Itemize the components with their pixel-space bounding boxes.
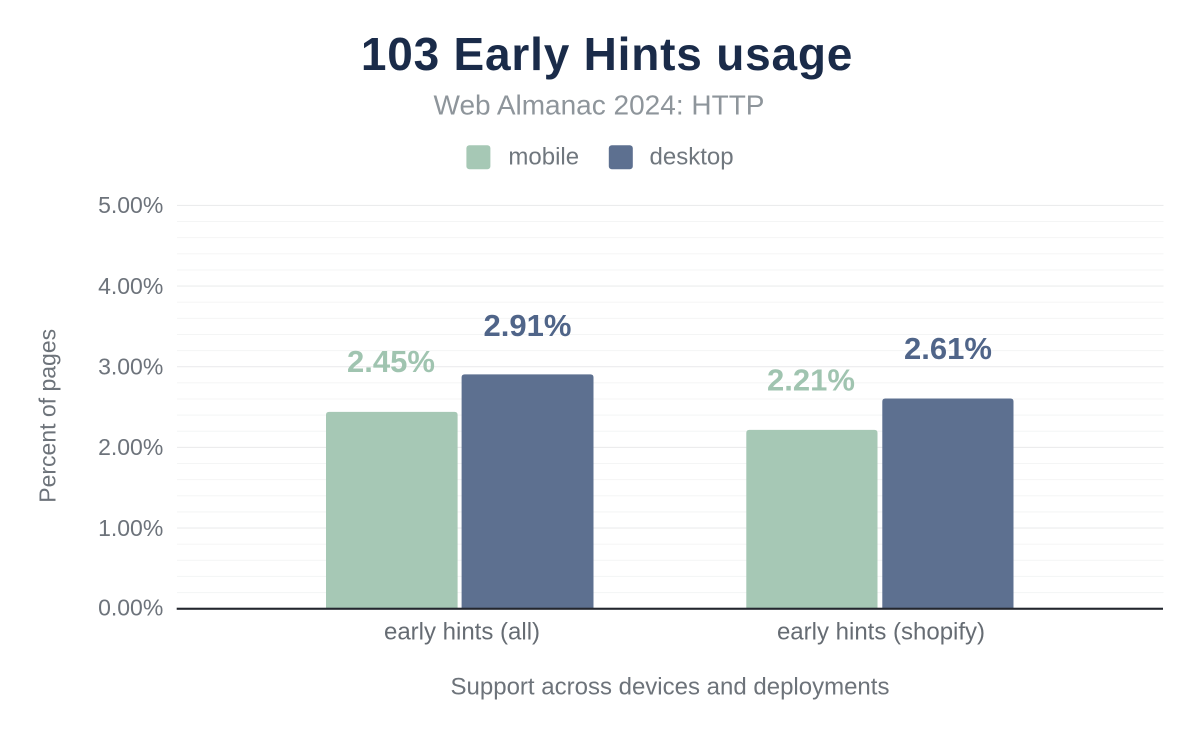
svg-text:early hints (all): early hints (all) — [384, 619, 540, 646]
svg-text:Web Almanac 2024: HTTP: Web Almanac 2024: HTTP — [434, 89, 765, 120]
svg-text:early hints (shopify): early hints (shopify) — [777, 619, 985, 646]
svg-text:2.91%: 2.91% — [484, 308, 572, 343]
svg-text:Percent of pages: Percent of pages — [35, 329, 61, 503]
svg-text:4.00%: 4.00% — [98, 273, 163, 299]
svg-text:1.00%: 1.00% — [98, 515, 163, 541]
svg-text:2.21%: 2.21% — [767, 363, 855, 398]
svg-text:5.00%: 5.00% — [98, 192, 163, 218]
svg-text:mobile: mobile — [508, 143, 579, 170]
svg-text:103 Early Hints usage: 103 Early Hints usage — [361, 28, 853, 80]
svg-text:Support across devices and dep: Support across devices and deployments — [451, 674, 890, 701]
svg-text:0.00%: 0.00% — [98, 595, 163, 621]
svg-text:3.00%: 3.00% — [98, 354, 163, 380]
svg-text:2.61%: 2.61% — [904, 331, 992, 366]
svg-text:desktop: desktop — [650, 143, 734, 170]
svg-text:2.00%: 2.00% — [98, 434, 163, 460]
svg-text:2.45%: 2.45% — [347, 344, 435, 379]
